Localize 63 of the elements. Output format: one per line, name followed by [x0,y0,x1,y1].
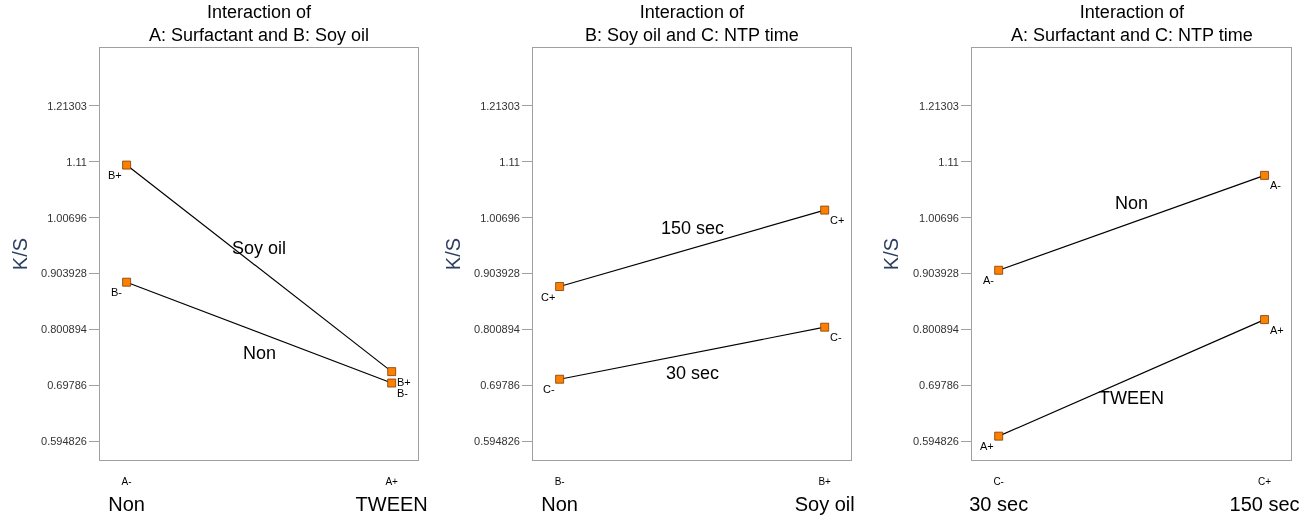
y-axis-title: K/S [441,237,464,271]
point [820,205,830,215]
data-label: B- [397,387,409,399]
y-tick-label: 1.21303 [480,99,520,112]
y-tick-label: 0.903928 [41,267,87,280]
data-label: B+ [397,376,411,388]
series-label: 150 sec [661,218,725,238]
chart-title: Interaction of B: Soy oil and C: NTP time [585,2,799,46]
point [1260,315,1269,324]
y-axis-title: K/S [8,237,31,271]
point [994,265,1004,275]
y-tick-label: 0.903928 [912,267,959,280]
data-label: C+ [830,214,845,226]
chart-title: Interaction of A: Surfactant and C: NTP time [1011,2,1253,46]
y-tick-label: 1.00696 [480,211,520,224]
y-tick-label: 0.594826 [474,434,520,447]
y-tick-label: 0.800894 [41,323,87,336]
y-tick-label: 1.11 [66,155,87,168]
x-tick-label: C- 30 sec [969,476,1029,515]
data-label: B+ [108,169,122,181]
y-tick-label: 1.21303 [47,99,87,112]
y-tick-label: 1.11 [499,155,520,168]
x-tick-label: A- Non [108,476,145,515]
data-label: A+ [980,440,994,452]
y-tick-label: 0.594826 [912,434,959,447]
y-tick-label: 0.903928 [474,267,520,280]
point [994,431,1004,441]
point [122,277,132,287]
data-label: C+ [541,291,556,303]
series-label: Non [243,343,277,363]
data-label: C- [830,331,842,343]
x-tick-label: B+ Soy oil [794,476,855,515]
y-tick-label: 0.69786 [919,379,959,392]
series-label: Soy oil [232,238,287,258]
point [555,282,565,291]
y-tick-label: 0.800894 [474,323,520,336]
y-tick-label: 0.594826 [41,434,87,447]
data-label: B- [111,286,123,298]
data-label: C- [543,383,555,395]
y-tick-label: 1.00696 [919,211,959,224]
point [387,378,397,388]
chart-title: Interaction of A: Surfactant and B: Soy oil [149,2,370,46]
data-label: A- [983,274,995,286]
point [1260,170,1269,180]
y-tick-label: 1.21303 [919,99,959,112]
point [820,322,830,332]
point [122,160,132,170]
x-tick-label: C+ 150 sec [1229,476,1300,515]
y-tick-label: 1.00696 [47,211,87,224]
data-label: A+ [1270,324,1284,336]
y-tick-label: 0.800894 [912,323,959,336]
x-tick-label: B- Non [541,476,578,515]
data-label: A- [1270,179,1282,191]
series-label: TWEEN [1099,388,1164,408]
y-tick-label: 0.69786 [480,379,520,392]
point [555,374,565,384]
y-tick-label: 1.11 [938,155,959,168]
series-label: 30 sec [666,363,720,383]
point [387,367,397,377]
series-label: Non [1115,193,1149,213]
y-tick-label: 0.69786 [47,379,87,392]
y-axis-title: K/S [880,237,903,271]
x-tick-label: A+ TWEEN [355,476,428,515]
